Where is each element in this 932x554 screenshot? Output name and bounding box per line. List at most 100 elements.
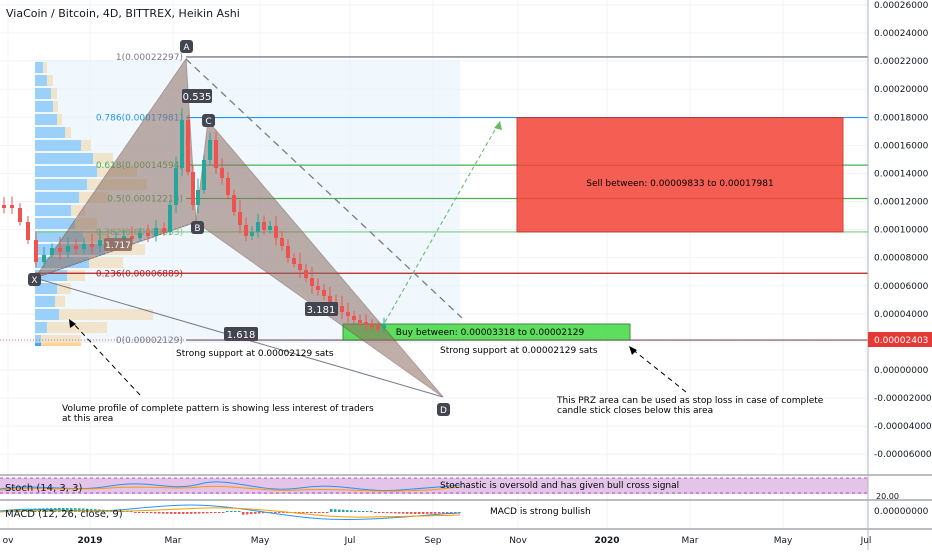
candle-body	[202, 160, 206, 190]
candle-body	[196, 190, 200, 205]
candle-body	[244, 225, 248, 236]
time-label: Jul	[344, 536, 356, 546]
macd-bar	[170, 512, 173, 514]
macd-bar	[154, 512, 157, 514]
price-tick: 0.00010000	[874, 226, 929, 236]
macd-signal-line	[0, 507, 461, 518]
time-label: 2020	[594, 536, 619, 546]
macd-bar	[42, 508, 45, 512]
macd-bar	[246, 512, 249, 515]
candle-body	[50, 248, 54, 255]
macd-bar	[270, 512, 273, 513]
projection-arrow-head	[494, 121, 502, 130]
ratio-bcd: 3.181	[305, 302, 338, 316]
prz-note-arrow-head	[629, 346, 637, 355]
macd-bar	[234, 511, 237, 512]
macd-bar	[202, 512, 205, 514]
macd-bar	[146, 512, 149, 513]
macd-bar	[394, 512, 397, 514]
macd-bar	[182, 512, 185, 514]
fib-label: 0.236(0.00006889)	[96, 269, 183, 279]
current-price-tag: 0.00002403	[868, 332, 932, 347]
macd-bar	[46, 508, 49, 512]
macd-bar	[218, 512, 221, 513]
stoch-note: Stochastic is oversold and has given bul…	[440, 481, 679, 491]
macd-bar	[454, 512, 457, 513]
candle-body	[174, 168, 178, 205]
candle-body	[328, 296, 332, 302]
candle-body	[26, 222, 30, 240]
candle-body	[226, 178, 230, 195]
svg-text:X: X	[31, 276, 37, 286]
macd-bar	[342, 509, 345, 512]
macd-pane[interactable]: MACD (12, 26, close, 9) MACD is strong b…	[0, 504, 591, 521]
macd-bar	[166, 512, 169, 514]
macd-bar	[402, 512, 405, 514]
stoch-axis-tick: 20.00	[876, 492, 899, 501]
svg-text:D: D	[440, 406, 447, 416]
macd-bar	[318, 512, 321, 513]
point-b-marker: B	[191, 221, 204, 234]
candle-body	[322, 290, 326, 296]
stoch-label: Stoch (14, 3, 3)	[5, 483, 82, 494]
macd-bar	[446, 512, 449, 514]
candle-body	[208, 140, 212, 160]
macd-bar	[262, 512, 265, 514]
candle-body	[250, 232, 254, 236]
candle-body	[168, 205, 172, 232]
candle-body	[98, 240, 102, 246]
macd-bar	[378, 512, 381, 513]
macd-bar	[430, 512, 433, 514]
sell-zone[interactable]	[516, 117, 844, 233]
candle-body	[346, 312, 350, 316]
candle-body	[58, 248, 62, 252]
time-label: Sep	[425, 536, 442, 546]
price-tick: 0.00000000	[874, 366, 929, 376]
buy-zone-label: Buy between: 0.00003318 to 0.00002129	[396, 328, 585, 338]
svg-text:C: C	[205, 117, 211, 127]
macd-bar	[422, 512, 425, 514]
price-tick: -0.00006000	[874, 450, 932, 460]
ratio-xab: 0.535	[182, 89, 212, 103]
volume-note-arrow-head	[69, 319, 76, 328]
candle-body	[191, 172, 195, 205]
candle-body	[18, 208, 22, 222]
macd-label: MACD (12, 26, close, 9)	[5, 509, 123, 520]
candle-body	[274, 226, 278, 238]
svg-text:0.00002403: 0.00002403	[874, 336, 928, 346]
price-tick: 0.00006000	[874, 282, 929, 292]
macd-bar	[254, 512, 257, 514]
projection-line-a-d	[185, 58, 463, 319]
svg-text:A: A	[183, 43, 190, 53]
macd-bar	[370, 511, 373, 512]
candle-body	[82, 244, 86, 249]
svg-text:B: B	[194, 224, 200, 234]
svg-text:1.618: 1.618	[227, 330, 256, 341]
macd-bar	[226, 511, 229, 512]
fib-label: 0(0.00002129)	[116, 336, 183, 346]
macd-bar	[238, 511, 241, 512]
fib-label: 0.786(0.00017981)	[96, 114, 183, 124]
macd-bar	[178, 512, 181, 514]
candles	[2, 108, 386, 334]
time-label: Jul	[860, 536, 872, 546]
candle-body	[298, 264, 302, 270]
macd-bar	[206, 512, 209, 514]
candle-body	[286, 246, 290, 258]
macd-bar	[38, 508, 41, 512]
time-axis[interactable]: ov 2019 Mar May Jul Sep Nov 2020 Mar May Jul	[3, 536, 872, 546]
ratio-xad: 1.618	[224, 327, 258, 341]
price-tick: 0.00012000	[874, 198, 929, 208]
time-label: May	[774, 536, 793, 546]
macd-bar	[310, 512, 313, 513]
candle-body	[138, 233, 142, 238]
macd-note: MACD is strong bullish	[490, 507, 591, 517]
macd-bar	[406, 512, 409, 514]
macd-bar	[390, 512, 393, 514]
time-label: Mar	[165, 536, 182, 546]
time-label: Mar	[682, 536, 699, 546]
price-axis[interactable]: 0.00026000 0.00024000 0.00022000 0.00020000…	[867, 0, 932, 550]
stoch-pane[interactable]: Stoch (14, 3, 3) Stochastic is oversold …	[0, 477, 868, 494]
macd-bar	[190, 512, 193, 514]
